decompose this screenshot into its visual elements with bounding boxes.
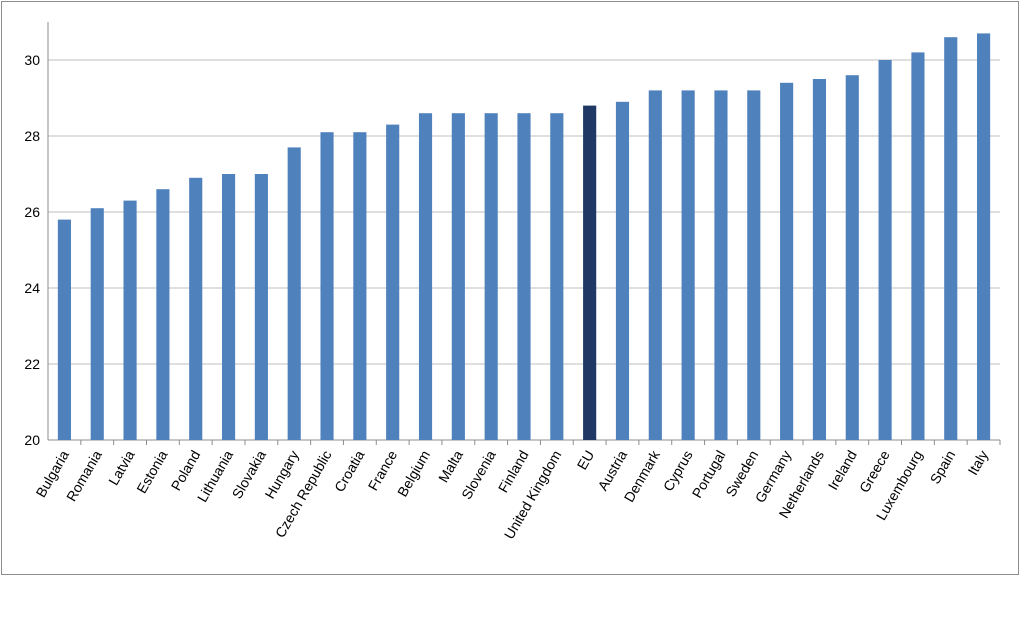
bar: [550, 113, 564, 440]
bar: [418, 113, 433, 440]
bar: [911, 52, 925, 441]
bar: [484, 113, 498, 440]
bar: [320, 132, 334, 440]
bar: [878, 60, 892, 440]
bar: [780, 82, 794, 441]
y-tick-label: 22: [24, 356, 40, 372]
bar: [57, 219, 71, 440]
x-tick-label: France: [365, 447, 401, 493]
x-tick-label: Italy: [964, 448, 991, 478]
bar: [386, 124, 400, 440]
x-tick-label: Malta: [435, 447, 466, 485]
x-tick-label: Estonia: [133, 447, 170, 496]
bar: [189, 177, 203, 441]
bar: [977, 33, 991, 441]
y-tick-label: 24: [24, 280, 40, 296]
bar: [681, 90, 695, 441]
bar: [747, 90, 761, 441]
x-tick-label: Croatia: [331, 447, 368, 494]
x-tick-label: Poland: [168, 448, 204, 494]
y-tick-label: 20: [24, 432, 40, 448]
bar: [648, 90, 662, 441]
bar: [287, 147, 301, 440]
bar: [714, 90, 728, 441]
x-tick-label: Spain: [927, 448, 959, 487]
y-tick-label: 30: [24, 52, 40, 68]
bar: [123, 200, 137, 440]
x-tick-label: Austria: [594, 447, 630, 493]
bar: [90, 208, 104, 440]
bar: [944, 37, 958, 440]
bar: [583, 105, 597, 440]
bar: [353, 132, 367, 440]
bar: [221, 174, 236, 440]
y-tick-label: 26: [24, 204, 40, 220]
bar: [845, 75, 859, 440]
bar: [615, 101, 630, 441]
bar: [156, 189, 170, 440]
x-tick-label: Latvia: [105, 447, 138, 488]
bar: [451, 113, 465, 440]
bar: [517, 113, 531, 440]
x-tick-label: EU: [574, 448, 598, 473]
bar: [812, 79, 827, 440]
x-tick-label: Ireland: [825, 448, 860, 493]
x-tick-label: Cyprus: [660, 448, 696, 494]
y-tick-label: 28: [24, 128, 40, 144]
bar: [254, 174, 268, 440]
